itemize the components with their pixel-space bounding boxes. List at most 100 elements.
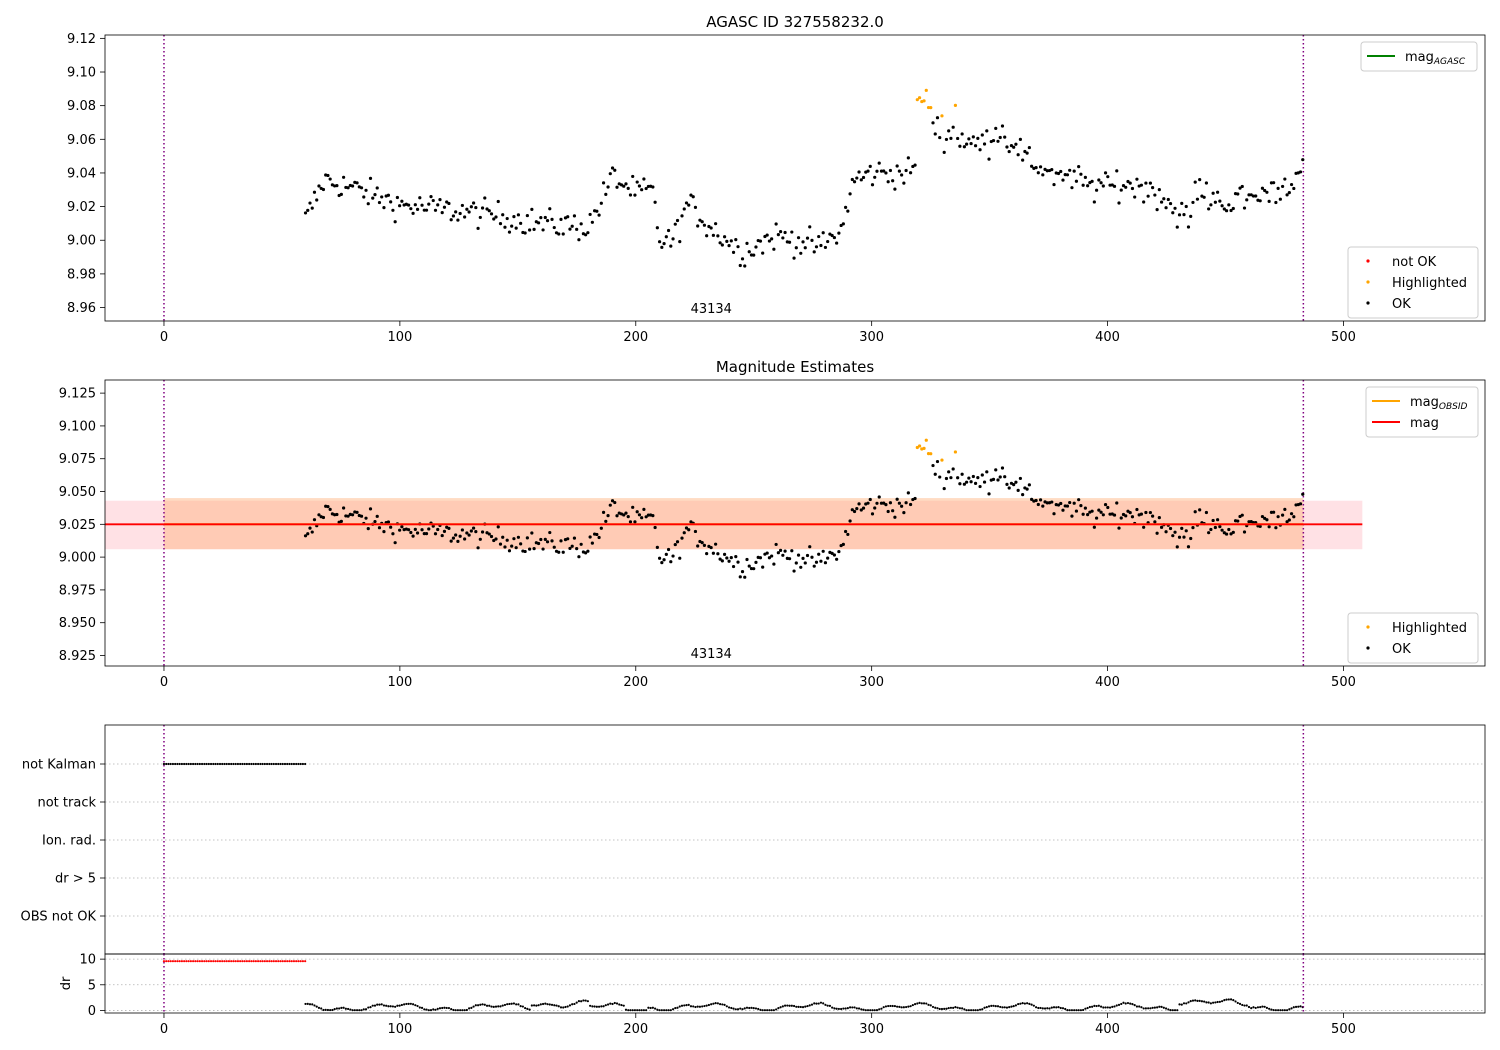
dr-high-point xyxy=(178,960,181,963)
agasc-ok-point xyxy=(873,175,877,179)
dr-point xyxy=(1180,1003,1183,1006)
dr-point xyxy=(1229,998,1233,1001)
mag-ok-point xyxy=(400,525,404,529)
not-kalman-flag-point xyxy=(218,762,222,766)
mag-ok-point xyxy=(631,505,635,509)
dr-point xyxy=(539,1003,542,1006)
agasc-ok-point xyxy=(601,181,606,185)
dr-point xyxy=(380,1003,383,1006)
mag-ok-point xyxy=(541,547,545,551)
dr-point xyxy=(958,1007,961,1010)
dr-point xyxy=(1218,1000,1221,1003)
dr-point xyxy=(438,1007,442,1010)
agasc-ok-point xyxy=(1021,158,1025,162)
mag-ok-point xyxy=(440,533,444,538)
dr-point xyxy=(999,1005,1002,1009)
not-kalman-flag-point xyxy=(165,762,168,766)
agasc-ok-point xyxy=(1023,149,1027,154)
dr-point xyxy=(797,1005,800,1008)
agasc-ok-point xyxy=(1124,185,1128,189)
mag-ok-point xyxy=(467,533,471,537)
agasc-ok-point xyxy=(781,236,785,240)
agasc-ok-point xyxy=(707,224,711,229)
mag-ok-point xyxy=(610,499,615,503)
agasc-ok-point xyxy=(483,196,487,200)
mag-ok-point xyxy=(662,558,666,562)
agasc-ok-point xyxy=(662,242,666,246)
agasc-ok-point xyxy=(962,145,966,149)
mag-ok-point xyxy=(976,476,980,480)
dr-point xyxy=(772,1009,775,1012)
dr-point xyxy=(1113,1005,1116,1008)
dr-point xyxy=(1026,1002,1029,1005)
mag-y-tick-label: 9.125 xyxy=(59,387,96,402)
mag-ok-point xyxy=(1173,530,1177,534)
dr-point xyxy=(1223,998,1226,1002)
dr-point xyxy=(1003,1006,1006,1009)
mag-ok-point xyxy=(1117,526,1121,530)
agasc-ok-point xyxy=(895,164,899,168)
agasc-ok-point xyxy=(716,234,720,238)
dr-point xyxy=(763,1009,767,1012)
dr-point xyxy=(1037,1006,1040,1010)
agasc-ok-point xyxy=(467,210,471,214)
agasc-ok-point xyxy=(745,241,749,245)
agasc-ok-point xyxy=(375,186,379,190)
agasc-ok-point xyxy=(1146,194,1150,198)
mag-y-tick-label: 8.950 xyxy=(59,616,96,631)
agasc-ok-point xyxy=(879,169,884,173)
mag-ok-point xyxy=(1101,513,1105,517)
dr-point xyxy=(306,1002,309,1005)
agasc-ok-point xyxy=(1092,200,1096,204)
mag-ok-point xyxy=(1272,510,1276,514)
mag-ok-point xyxy=(476,546,480,550)
agasc-ok-point xyxy=(512,215,516,219)
agasc-ok-point xyxy=(496,199,500,204)
agasc-ok-point xyxy=(1038,165,1043,169)
dr-point xyxy=(537,1004,540,1007)
mag-ok-point xyxy=(1052,512,1056,516)
agasc-ok-point xyxy=(478,215,482,220)
not-kalman-flag-point xyxy=(196,762,199,766)
agasc-ok-point xyxy=(615,185,619,189)
dr-point xyxy=(349,1008,352,1011)
agasc-ok-point xyxy=(541,228,545,232)
not-kalman-flag-point xyxy=(203,762,206,766)
agasc-ok-point xyxy=(935,116,940,120)
agasc-ok-point xyxy=(978,148,982,152)
agasc-ok-point xyxy=(1014,142,1018,146)
mag-ok-point xyxy=(1301,492,1305,496)
dr-point xyxy=(981,1008,984,1011)
mag-ok-point xyxy=(422,532,426,536)
dr-y-tick-label: 0 xyxy=(88,1004,96,1019)
agasc-ok-point xyxy=(1191,200,1195,205)
agasc-ok-point xyxy=(740,257,745,261)
dr-point xyxy=(831,1006,834,1009)
dr-point xyxy=(613,1001,616,1005)
agasc-ok-point xyxy=(1025,151,1029,155)
not-kalman-flag-point xyxy=(281,762,284,766)
agasc-ok-point xyxy=(792,256,796,260)
dr-point xyxy=(815,1002,818,1005)
mag-ok-point xyxy=(982,480,987,484)
dr-point xyxy=(333,1008,336,1011)
dr-point xyxy=(465,1008,468,1012)
dr-point xyxy=(311,1003,314,1006)
agasc-ok-point xyxy=(666,228,671,233)
mag-ok-point xyxy=(1204,510,1209,515)
dr-point xyxy=(1077,1009,1080,1012)
mag-ok-point xyxy=(897,501,901,505)
agasc-ok-point xyxy=(359,186,364,190)
mag-ok-point xyxy=(1030,497,1034,502)
dr-point xyxy=(1041,1007,1044,1010)
agasc-ok-point xyxy=(525,213,529,218)
mag-ok-point xyxy=(1218,525,1222,529)
agasc-ok-point xyxy=(1213,200,1217,204)
mag-ok-point xyxy=(794,561,798,565)
agasc-ok-point xyxy=(476,226,480,230)
dr-point xyxy=(1200,1000,1204,1003)
dr-high-point xyxy=(288,960,291,963)
agasc-ok-point xyxy=(1115,169,1119,173)
mag-ok-point xyxy=(539,537,543,542)
mag-ok-point xyxy=(494,537,498,541)
